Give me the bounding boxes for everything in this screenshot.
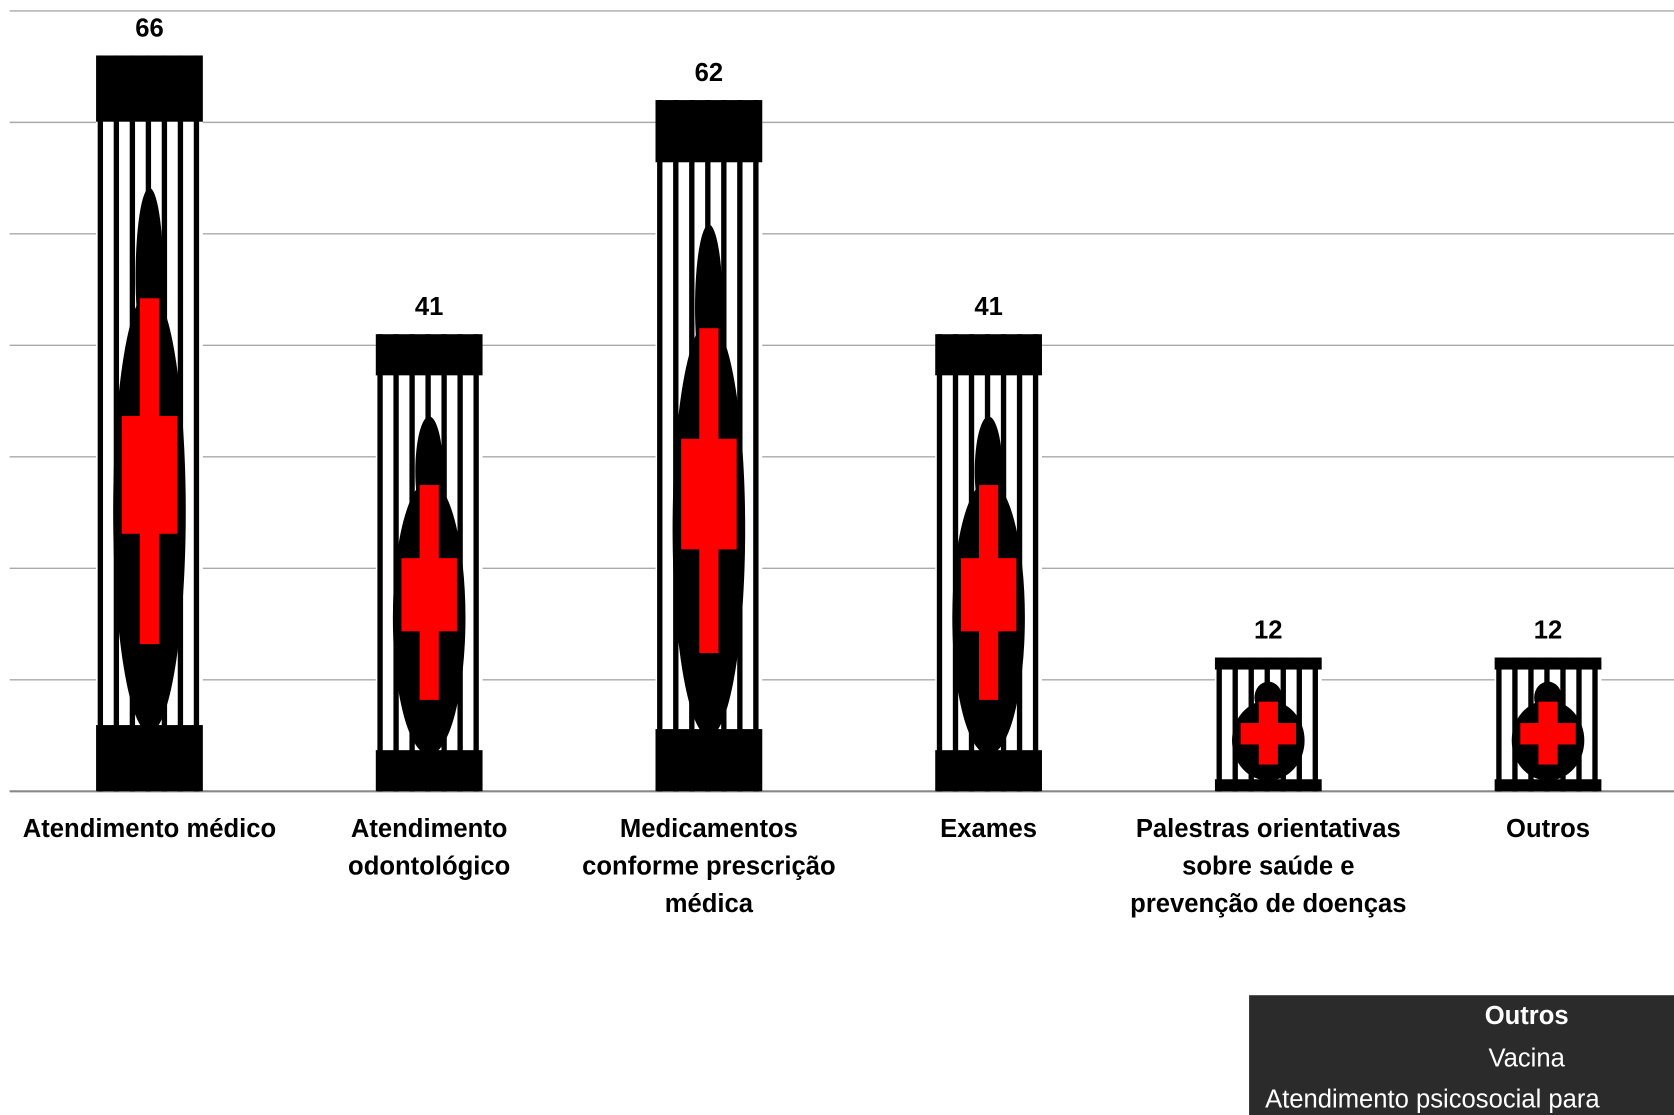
cage-base <box>1214 779 1322 792</box>
x-tick-label: Atendimento odontológico <box>348 814 511 881</box>
cage-bar <box>1232 657 1238 792</box>
cage-bar <box>952 334 959 792</box>
x-tick-label: Palestras orientativas sobre saúde e pre… <box>1130 814 1407 919</box>
cage-bar <box>657 100 663 792</box>
value-label: 41 <box>974 293 1003 321</box>
cage-top <box>1214 657 1322 670</box>
cage-bar <box>1576 657 1582 792</box>
cross-h <box>1240 723 1297 745</box>
cage-top <box>935 334 1042 376</box>
cage-bar <box>1216 657 1222 792</box>
bar <box>935 334 1042 792</box>
cage-base <box>375 750 483 792</box>
bar <box>655 100 763 792</box>
x-tick-label: Exames <box>940 814 1038 844</box>
value-label: 66 <box>135 14 163 42</box>
bar <box>375 334 483 792</box>
x-label-box: Outros <box>1506 814 1591 844</box>
cross-h <box>1520 723 1576 745</box>
cage-top <box>655 100 763 163</box>
cage-top <box>96 55 203 122</box>
cage-bar <box>177 55 184 792</box>
bar <box>1214 657 1322 792</box>
x-label-box: Exames <box>940 814 1038 844</box>
bar <box>1494 657 1602 792</box>
x-tick-label: Medicamentos conforme prescrição médica <box>582 814 836 919</box>
cage-bar <box>1512 657 1518 792</box>
cage-bar <box>673 100 679 792</box>
tooltip-box <box>1249 995 1674 1115</box>
value-label: 12 <box>1534 616 1563 644</box>
x-tick-label: Atendimento médico <box>22 814 277 844</box>
cage-base <box>96 725 203 792</box>
x-label-box: Atendimento médico <box>22 814 277 844</box>
bar <box>96 55 203 792</box>
cage-top <box>1494 657 1602 670</box>
cross-h <box>121 416 178 534</box>
cage-top <box>375 334 483 376</box>
tooltip-line: Atendimento psicosocial para <box>1265 1085 1600 1113</box>
x-label-box: Palestras orientativas sobre saúde e pre… <box>1130 814 1407 919</box>
tooltip: Outros Vacina Atendimento psicosocial para <box>1249 995 1674 1115</box>
cage-bar <box>1032 334 1039 792</box>
cage-base <box>935 750 1042 792</box>
cage-bar <box>1496 657 1502 792</box>
cage-bar <box>737 100 743 792</box>
cage-bar <box>97 55 104 792</box>
cage-bar <box>457 334 463 792</box>
x-label-box: Medicamentos conforme prescrição médica <box>582 814 836 919</box>
cross-h <box>681 438 737 550</box>
cage-bar <box>193 55 200 792</box>
x-label-box: Atendimento odontológico <box>348 814 511 881</box>
cage-bar <box>1592 657 1598 792</box>
cage-bar <box>1016 334 1023 792</box>
x-tick-label: Outros <box>1506 814 1591 844</box>
cage-bar <box>1296 657 1302 792</box>
value-label: 62 <box>695 59 724 87</box>
cage-bar <box>1312 657 1318 792</box>
cage-base <box>1494 779 1602 792</box>
tooltip-line: Vacina <box>1488 1045 1565 1073</box>
cross-h <box>960 558 1017 632</box>
cage-bar <box>753 100 759 792</box>
cage-bar <box>473 334 479 792</box>
value-label: 12 <box>1254 616 1282 644</box>
cage-base <box>655 729 763 792</box>
tooltip-title: Outros <box>1485 1002 1569 1030</box>
value-label: 41 <box>415 293 444 321</box>
cage-bar <box>936 334 943 792</box>
cage-bar <box>113 55 120 792</box>
cross-h <box>401 558 457 632</box>
cage-bar <box>377 334 383 792</box>
cage-bar <box>393 334 399 792</box>
